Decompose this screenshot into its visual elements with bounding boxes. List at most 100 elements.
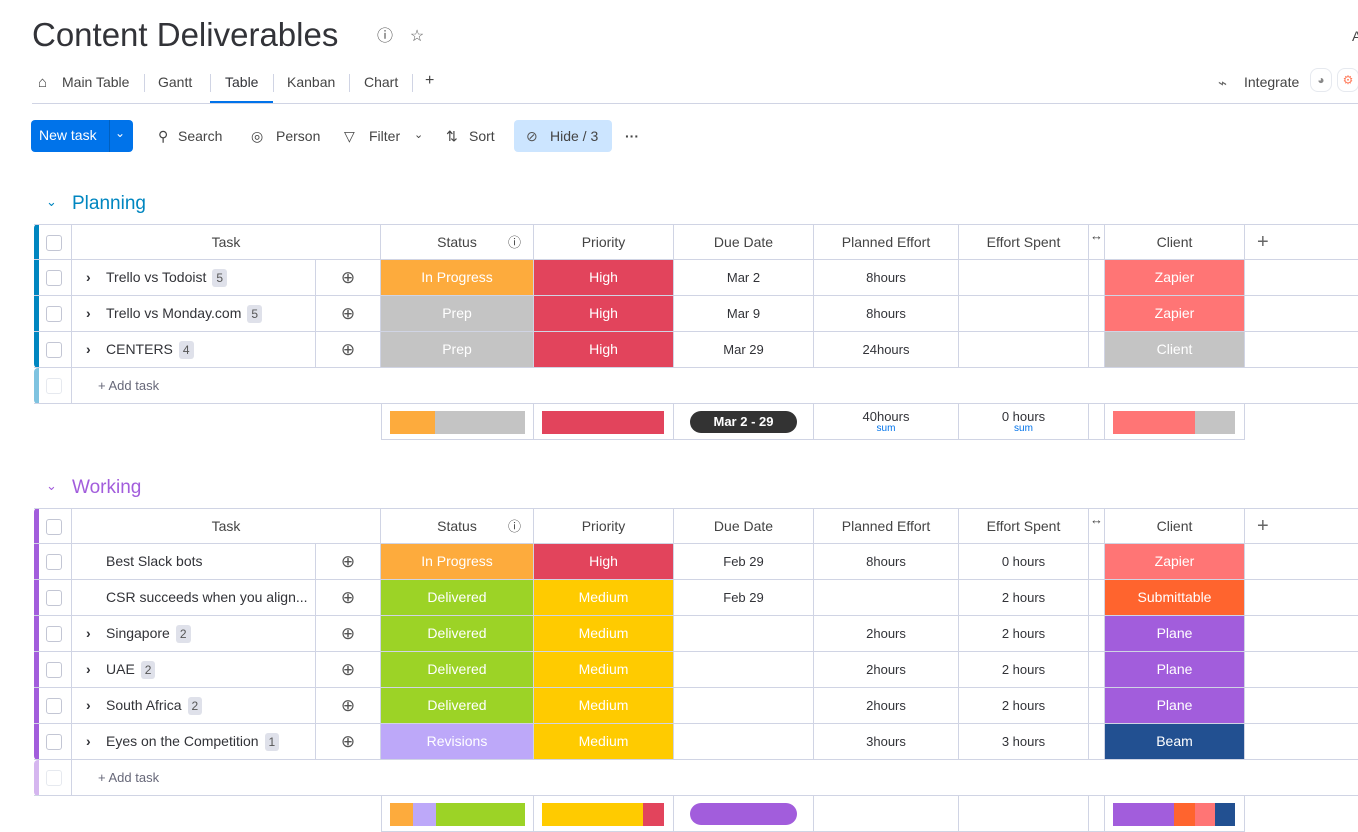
column-header-due-date[interactable]: Due Date	[674, 224, 814, 260]
select-all-checkbox-cell[interactable]	[34, 508, 72, 544]
select-all-checkbox-cell[interactable]	[34, 224, 72, 260]
integrate-button[interactable]: Integrate	[1244, 74, 1300, 90]
updates-cell[interactable]: ⊕	[316, 332, 381, 368]
row-checkbox-cell[interactable]	[34, 296, 72, 332]
column-header-status[interactable]: Status ⓘ	[381, 508, 534, 544]
row-checkbox[interactable]	[46, 626, 62, 642]
updates-cell[interactable]: ⊕	[316, 296, 381, 332]
expand-chevron-icon[interactable]: ›	[86, 305, 91, 321]
search-button[interactable]: Search	[178, 128, 223, 144]
row-checkbox-cell[interactable]	[34, 580, 72, 616]
updates-cell[interactable]: ⊕	[316, 616, 381, 652]
task-name[interactable]: Trello vs Todoist	[106, 269, 207, 285]
client-summary-bar[interactable]	[1113, 803, 1235, 826]
due-date-cell[interactable]	[674, 724, 814, 760]
row-checkbox[interactable]	[46, 342, 62, 358]
new-task-button[interactable]: New task ⌄	[31, 120, 133, 152]
planned-effort-cell[interactable]: 8hours	[814, 296, 959, 332]
effort-spent-cell[interactable]: 2 hours	[959, 688, 1089, 724]
column-header-client[interactable]: Client	[1105, 224, 1245, 260]
column-resize-icon[interactable]: ↔	[1089, 224, 1105, 260]
effort-spent-cell[interactable]	[959, 332, 1089, 368]
row-checkbox[interactable]	[46, 662, 62, 678]
task-name[interactable]: CSR succeeds when you align...	[106, 589, 308, 605]
planned-effort-cell[interactable]: 3hours	[814, 724, 959, 760]
subitem-count-badge[interactable]: 1	[264, 733, 280, 751]
task-cell[interactable]: › Trello vs Todoist 5	[72, 260, 316, 296]
column-header-due-date[interactable]: Due Date	[674, 508, 814, 544]
expand-chevron-icon[interactable]: ›	[86, 697, 91, 713]
row-checkbox[interactable]	[46, 590, 62, 606]
hide-button[interactable]: ⊘ Hide / 3	[514, 120, 612, 152]
column-header-task[interactable]: Task	[72, 224, 381, 260]
tab-table[interactable]: Table	[225, 74, 259, 90]
planned-effort-cell[interactable]: 2hours	[814, 616, 959, 652]
client-cell[interactable]: Zapier	[1105, 260, 1245, 296]
due-date-cell[interactable]	[674, 616, 814, 652]
add-task-row[interactable]: + Add task	[72, 760, 1358, 796]
due-date-cell[interactable]: Mar 29	[674, 332, 814, 368]
add-update-icon[interactable]: ⊕	[340, 732, 356, 751]
info-icon[interactable]: ⓘ	[376, 28, 393, 45]
task-cell[interactable]: › Trello vs Monday.com 5	[72, 296, 316, 332]
subitem-count-badge[interactable]: 5	[212, 269, 228, 287]
priority-cell[interactable]: High	[534, 296, 674, 332]
status-cell[interactable]: Delivered	[381, 688, 534, 724]
status-cell[interactable]: Revisions	[381, 724, 534, 760]
row-checkbox[interactable]	[46, 554, 62, 570]
subitem-count-badge[interactable]: 4	[178, 341, 194, 359]
planned-effort-cell[interactable]	[814, 580, 959, 616]
planned-effort-cell[interactable]: 2hours	[814, 652, 959, 688]
effort-spent-cell[interactable]: 2 hours	[959, 652, 1089, 688]
priority-cell[interactable]: Medium	[534, 652, 674, 688]
column-header-priority[interactable]: Priority	[534, 224, 674, 260]
status-cell[interactable]: Delivered	[381, 616, 534, 652]
info-icon[interactable]: ⓘ	[507, 519, 521, 534]
row-checkbox[interactable]	[46, 270, 62, 286]
due-date-cell[interactable]: Feb 29	[674, 580, 814, 616]
client-cell[interactable]: Client	[1105, 332, 1245, 368]
due-date-cell[interactable]: Feb 29	[674, 544, 814, 580]
add-update-icon[interactable]: ⊕	[340, 552, 356, 571]
row-checkbox-cell[interactable]	[34, 260, 72, 296]
expand-chevron-icon[interactable]: ›	[86, 661, 91, 677]
planned-effort-cell[interactable]: 8hours	[814, 260, 959, 296]
client-cell[interactable]: Submittable	[1105, 580, 1245, 616]
column-header-client[interactable]: Client	[1105, 508, 1245, 544]
task-cell[interactable]: › South Africa 2	[72, 688, 316, 724]
due-date-summary[interactable]	[674, 796, 814, 832]
row-checkbox-cell[interactable]	[34, 652, 72, 688]
column-header-priority[interactable]: Priority	[534, 508, 674, 544]
add-view-button[interactable]: +	[425, 72, 435, 89]
group-title[interactable]: Planning	[72, 193, 146, 214]
planned-effort-cell[interactable]: 2hours	[814, 688, 959, 724]
planned-effort-cell[interactable]: 24hours	[814, 332, 959, 368]
effort-spent-cell[interactable]: 3 hours	[959, 724, 1089, 760]
column-header-effort-spent[interactable]: Effort Spent	[959, 508, 1089, 544]
row-checkbox-cell[interactable]	[34, 544, 72, 580]
task-name[interactable]: Best Slack bots	[106, 553, 203, 569]
add-update-icon[interactable]: ⊕	[340, 340, 356, 359]
add-task-row[interactable]: + Add task	[72, 368, 1358, 404]
row-checkbox-cell[interactable]	[34, 616, 72, 652]
task-cell[interactable]: › CENTERS 4	[72, 332, 316, 368]
expand-chevron-icon[interactable]: ›	[86, 625, 91, 641]
subitem-count-badge[interactable]: 2	[175, 625, 191, 643]
group-title[interactable]: Working	[72, 477, 142, 498]
task-name[interactable]: UAE	[106, 661, 135, 677]
due-date-summary[interactable]: Mar 2 - 29	[674, 404, 814, 440]
due-date-cell[interactable]: Mar 2	[674, 260, 814, 296]
client-cell[interactable]: Beam	[1105, 724, 1245, 760]
add-update-icon[interactable]: ⊕	[340, 304, 356, 323]
filter-chevron-icon[interactable]: ⌄	[414, 129, 424, 141]
status-cell[interactable]: Prep	[381, 296, 534, 332]
updates-cell[interactable]: ⊕	[316, 544, 381, 580]
tab-main-table[interactable]: Main Table	[62, 74, 130, 90]
task-name[interactable]: Eyes on the Competition	[106, 733, 259, 749]
tab-kanban[interactable]: Kanban	[287, 74, 336, 90]
tab-chart[interactable]: Chart	[364, 74, 399, 90]
priority-cell[interactable]: Medium	[534, 580, 674, 616]
add-column-button[interactable]: +	[1245, 508, 1358, 544]
task-name[interactable]: Singapore	[106, 625, 170, 641]
due-date-cell[interactable]	[674, 688, 814, 724]
